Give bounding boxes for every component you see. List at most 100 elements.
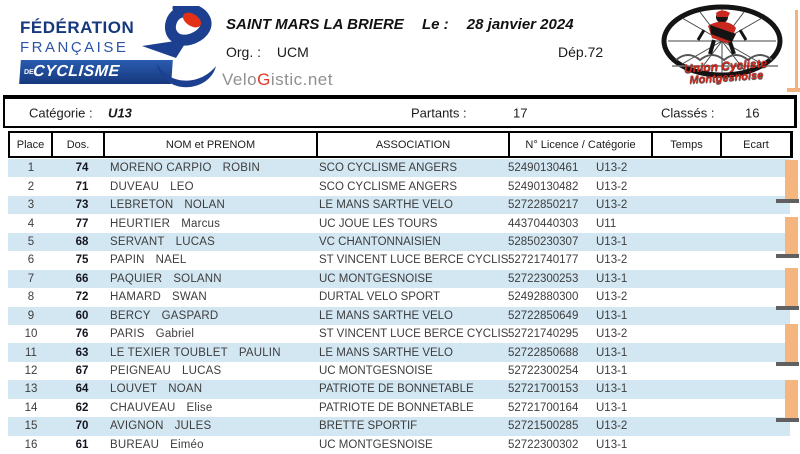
first-name: NOLAN [184,199,226,212]
orange-strip [785,160,798,200]
last-name: PEIGNEAU [110,365,172,378]
dossard-cell: 76 [75,328,89,341]
first-name: SWAN [172,291,207,304]
first-name: SOLANN [173,272,222,285]
column-header-5: Temps [651,131,722,158]
licence-number: 52721740177 [508,254,579,267]
association-cell: UC MONTGESNOISE [319,438,433,451]
orange-margin-foot [787,88,800,92]
dossard-cell: 72 [75,291,89,304]
licence-number: 52722300253 [508,272,579,285]
licence-category: U13-1 [596,272,628,285]
result-row: 7 66 PAQUIER SOLANN UC MONTGESNOISE 527223002… [8,269,790,289]
association-cell: ST VINCENT LUCE BERCE CYCLIS [319,254,509,267]
licence-number: 52490130482 [508,180,579,193]
last-name: PAPIN [110,254,145,267]
licence-category: U13-1 [596,309,628,322]
last-name: HEURTIER [110,217,171,230]
result-row: 2 71 DUVEAU LEO SCO CYCLISME ANGERS 524901304… [8,177,790,195]
dossard-cell: 67 [75,365,89,378]
ffc-line3: CYCLISME [32,63,121,80]
rider-name: AVIGNON JULES [110,420,211,432]
classes-value: 16 [745,105,760,120]
licence-category: U13-1 [596,401,628,414]
category-value: U13 [108,105,132,120]
cyclist-swoosh-icon [142,6,216,88]
last-name: BERCY [110,309,151,322]
first-name: JULES [174,420,212,433]
licence-category: U13-2 [596,199,628,212]
association-cell: UC MONTGESNOISE [319,365,433,378]
result-row: 12 67 PEIGNEAU LUCAS UC MONTGESNOISE 52722300… [8,362,790,380]
place-cell: 5 [27,235,35,248]
club-logo: Union Cycliste Montgesnoise [658,4,794,94]
dossard-cell: 64 [75,383,89,396]
last-name: PAQUIER [110,272,163,285]
dossard-cell: 70 [75,420,89,433]
org-label: Org. : [226,44,262,60]
row-drag-dash [776,418,799,422]
race-title: SAINT MARS LA BRIERE [226,16,404,33]
place-cell: 15 [24,420,38,433]
licence-number: 52722850217 [508,199,579,212]
date-label: Le : [421,16,449,33]
watermark-g: G [257,70,271,89]
place-cell: 11 [25,346,37,359]
rider-name: PAPIN NAEL [110,254,187,266]
last-name: AVIGNON [110,420,164,433]
association-cell: LE MANS SARTHE VELO [319,346,453,359]
rider-name: HEURTIER Marcus [110,218,220,230]
column-header-3: ASSOCIATION [316,131,510,158]
result-row: 8 72 HAMARD SWAN DURTAL VELO SPORT 5249288030… [8,288,790,306]
last-name: PARIS [110,328,145,341]
result-row: 11 63 LE TEXIER TOUBLET PAULIN LE MANS SARTH… [8,343,790,362]
orange-strip [785,324,798,363]
rider-name: MORENO CARPIO ROBIN [110,162,260,174]
ffc-line2: FRANÇAISE [20,39,129,56]
first-name: LUCAS [182,365,222,378]
first-name: Marcus [181,217,221,230]
last-name: LEBRETON [110,199,174,212]
rider-name: HAMARD SWAN [110,291,207,303]
organizer-line: Org. : UCM [226,44,309,60]
place-cell: 3 [27,199,35,212]
row-drag-dash [776,199,799,203]
results-rows: 1 74 MORENO CARPIO ROBIN SCO CYCLISME ANGERS… [8,159,790,454]
org-value: UCM [276,44,309,60]
row-drag-dash [776,362,799,366]
association-cell: BRETTE SPORTIF [319,420,418,433]
orange-margin-line [795,10,798,89]
result-row: 9 60 BERCY GASPARD LE MANS SARTHE VELO 527228… [8,306,790,325]
dossard-cell: 61 [75,438,89,451]
licence-category: U13-2 [596,254,628,267]
association-cell: UC MONTGESNOISE [319,272,433,285]
department: Dép.72 [558,44,604,60]
rider-name: LE TEXIER TOUBLET PAULIN [110,347,281,359]
licence-category: U13-1 [596,346,628,359]
place-cell: 13 [24,383,38,396]
orange-strip [785,268,798,307]
dossard-cell: 73 [75,199,89,212]
association-cell: PATRIOTE DE BONNETABLE [319,401,474,414]
association-cell: LE MANS SARTHE VELO [319,309,453,322]
rider-name: PAQUIER SOLANN [110,273,222,285]
licence-category: U13-2 [596,180,628,193]
dossard-cell: 62 [75,401,89,414]
licence-number: 52722850688 [508,346,579,359]
column-header-1: Dos. [51,131,105,158]
result-row: 10 76 PARIS Gabriel ST VINCENT LUCE BERCE CY… [8,325,790,343]
ffc-logo: FÉDÉRATION FRANÇAISE DE CYCLISME [8,6,223,92]
first-name: PAULIN [238,346,281,359]
last-name: DUVEAU [110,180,160,193]
dossard-cell: 68 [75,235,89,248]
last-name: LOUVET [110,383,158,396]
place-cell: 2 [27,180,35,193]
licence-number: 52721700164 [508,401,579,414]
result-row: 6 75 PAPIN NAEL ST VINCENT LUCE BERCE CYCLIS… [8,251,790,269]
licence-number: 52722300254 [508,365,579,378]
rider-name: PEIGNEAU LUCAS [110,365,221,377]
place-cell: 16 [24,438,38,451]
first-name: Eiméo [170,438,204,451]
rider-name: BERCY GASPARD [110,310,218,322]
place-cell: 7 [27,272,35,285]
